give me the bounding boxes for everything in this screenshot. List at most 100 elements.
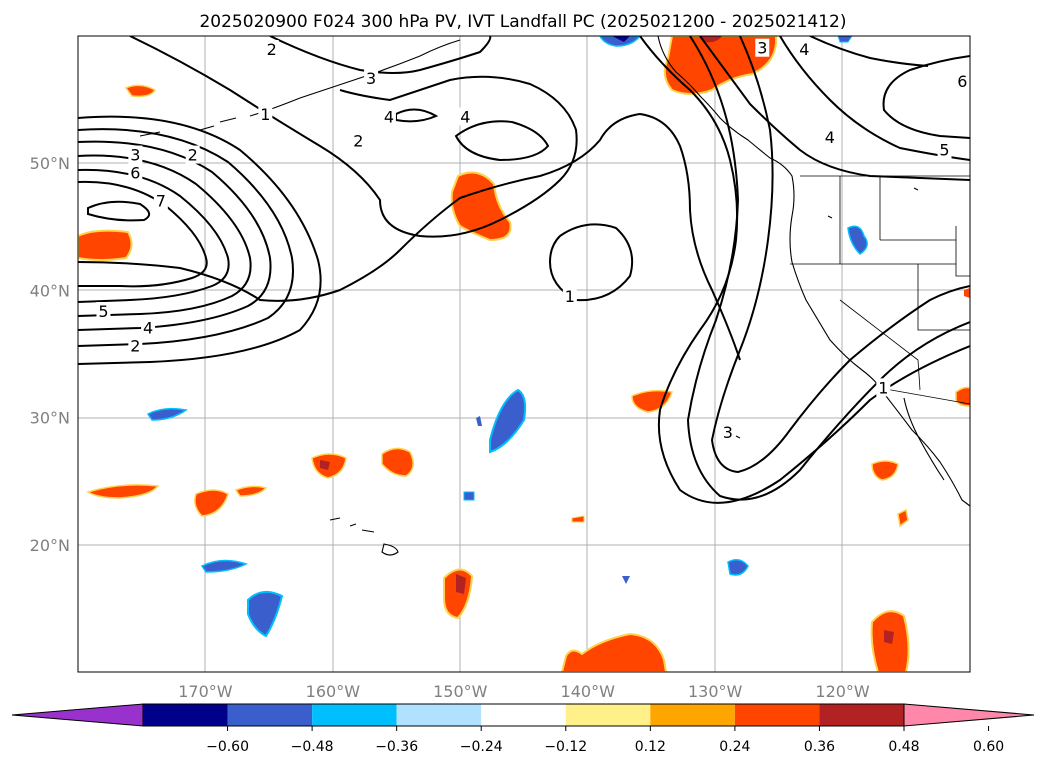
ivt-negative-region bbox=[476, 416, 482, 426]
colorbar-tick-label: −0.60 bbox=[206, 739, 249, 755]
longitude-label: 140°W bbox=[561, 682, 616, 701]
colorbar-cell bbox=[396, 704, 482, 726]
pv-contour-5b bbox=[779, 36, 970, 161]
pv-contour-4b bbox=[454, 120, 550, 162]
contour-label: 4 bbox=[460, 107, 470, 126]
ivt-positive-region bbox=[86, 484, 160, 499]
ivt-positive-region bbox=[234, 485, 268, 497]
colorbar-tick-label: −0.12 bbox=[544, 739, 587, 755]
contour-label-background bbox=[720, 422, 735, 441]
contour-label-background bbox=[876, 378, 891, 397]
ivt-positive-region bbox=[871, 460, 899, 481]
us-state-borders bbox=[790, 176, 970, 331]
latitude-label: 50°N bbox=[30, 154, 70, 173]
contour-label: 6 bbox=[130, 163, 140, 182]
contour-label: 2 bbox=[267, 40, 277, 59]
contour-label: 2 bbox=[130, 336, 140, 355]
contour-label: 1 bbox=[565, 287, 575, 306]
pv-contour-2 bbox=[78, 128, 294, 347]
pv-contours bbox=[78, 36, 970, 504]
baja-california-coastline bbox=[903, 397, 945, 481]
contour-label: 1 bbox=[878, 378, 888, 397]
ivt-negative-region bbox=[200, 559, 248, 573]
contour-label-background bbox=[96, 302, 111, 321]
ivt-negative-region bbox=[727, 559, 749, 576]
colorbar-tick-label: 0.60 bbox=[973, 739, 1004, 755]
contour-label: 2 bbox=[353, 132, 363, 151]
longitude-label: 160°W bbox=[306, 682, 361, 701]
colorbar-tick-label: −0.48 bbox=[291, 739, 334, 755]
latitude-label: 30°N bbox=[30, 409, 70, 428]
coastlines bbox=[139, 36, 970, 556]
colorbar-cell bbox=[312, 704, 397, 726]
ivt-positive-region bbox=[124, 84, 157, 98]
pv-contour-2b bbox=[129, 36, 578, 238]
contour-label-background bbox=[797, 39, 812, 58]
contour-label-background bbox=[755, 38, 770, 57]
longitude-label: 130°W bbox=[688, 682, 743, 701]
latitude-labels: 50°N 40°N 30°N 20°N bbox=[30, 154, 70, 555]
ivt-strong-positive-region bbox=[320, 460, 330, 470]
colorbar-tick-label: 0.36 bbox=[804, 739, 835, 755]
longitude-labels: 170°W 160°W 150°W 140°W 130°W 120°W bbox=[178, 682, 870, 701]
contour-label-background bbox=[937, 140, 952, 159]
ivt-positive-region bbox=[964, 288, 970, 298]
pv-contour-3d bbox=[710, 36, 970, 474]
ivt-negative-region bbox=[847, 225, 868, 255]
contour-label: 1 bbox=[260, 105, 270, 124]
pv-contour-5 bbox=[78, 168, 230, 303]
contour-label-background bbox=[153, 191, 168, 210]
colorbar-tick-label: 0.48 bbox=[888, 739, 919, 755]
latitude-label: 40°N bbox=[30, 281, 70, 300]
contour-label: 3 bbox=[366, 69, 376, 88]
ivt-positive-region bbox=[571, 515, 585, 523]
contour-label-background bbox=[264, 39, 279, 58]
pv-contour-4a bbox=[395, 108, 439, 123]
contour-label-background bbox=[364, 69, 379, 88]
contour-label: 6 bbox=[957, 72, 967, 91]
ivt-negative-region bbox=[463, 491, 475, 501]
ivt-positive-region bbox=[194, 489, 229, 517]
alaska-peninsula-coastline bbox=[249, 39, 461, 117]
colorbar-cell bbox=[650, 704, 735, 726]
ivt-positive-region bbox=[78, 229, 133, 261]
pv-contour-7 bbox=[87, 200, 151, 222]
small-islands bbox=[735, 187, 919, 439]
colorbar-frame bbox=[142, 703, 905, 727]
pv-contour-4d bbox=[809, 36, 929, 67]
contour-label: 7 bbox=[156, 191, 166, 210]
aleutian-islands bbox=[139, 117, 237, 137]
ivt-shading bbox=[78, 36, 970, 672]
map-frame bbox=[77, 35, 971, 673]
colorbar-cell bbox=[227, 704, 313, 726]
contour-label: 4 bbox=[799, 40, 809, 59]
ivt-positive-region bbox=[955, 386, 970, 407]
colorbar-ticks: −0.60 −0.48 −0.36 −0.24 −0.12 0.12 0.24 0.36 0.4… bbox=[206, 726, 1004, 755]
ivt-negative-region bbox=[622, 576, 630, 584]
contour-label-background bbox=[955, 71, 970, 90]
ivt-positive-region bbox=[381, 447, 414, 477]
contour-label-background bbox=[128, 163, 143, 182]
contour-label: 4 bbox=[143, 319, 153, 338]
pv-contour-6b bbox=[882, 55, 970, 139]
contour-label-background bbox=[822, 127, 837, 146]
ivt-negative-region bbox=[146, 407, 188, 421]
us-mexico-border bbox=[879, 387, 970, 405]
contour-label-background bbox=[351, 131, 366, 150]
hawaiian-islands bbox=[329, 517, 399, 556]
colorbar-tick-label: 0.12 bbox=[635, 739, 666, 755]
pv-contour-6 bbox=[78, 180, 208, 288]
ivt-strong-positive-region bbox=[700, 36, 722, 43]
contour-label-background bbox=[562, 286, 577, 305]
ivt-negative-region bbox=[837, 36, 853, 43]
colorbar-extension-high bbox=[903, 703, 1035, 727]
colorbar-cells bbox=[11, 703, 1035, 727]
nevada-border bbox=[839, 299, 921, 391]
contour-label-background bbox=[458, 107, 473, 126]
ivt-positive-region bbox=[897, 508, 909, 528]
colorbar-cell bbox=[565, 704, 651, 726]
contour-label: 2 bbox=[188, 146, 198, 165]
